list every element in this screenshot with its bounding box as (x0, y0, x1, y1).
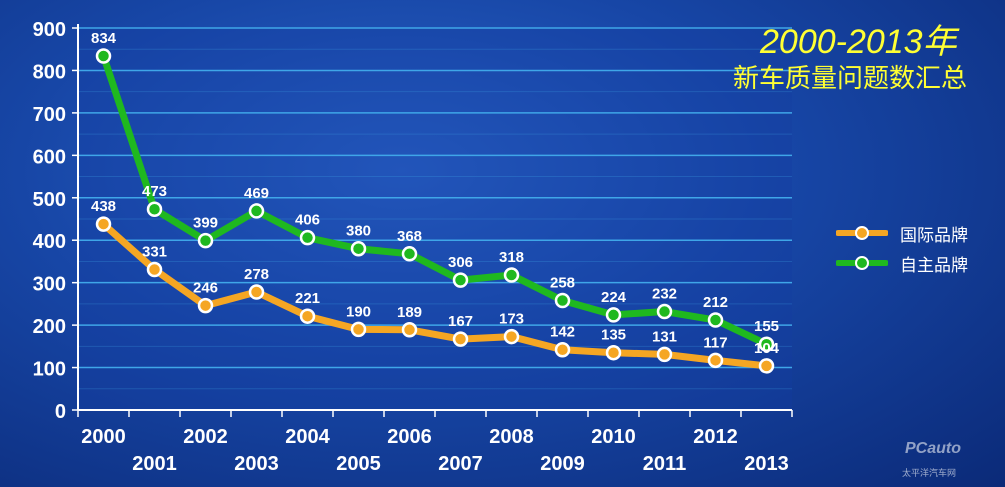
data-label-1: 380 (346, 223, 371, 240)
y-tick-label: 500 (33, 189, 66, 211)
y-tick-label: 600 (33, 146, 66, 168)
x-tick-label: 2003 (234, 453, 279, 475)
watermark-subtitle: 太平洋汽车网 (902, 469, 957, 479)
data-label-0: 246 (193, 280, 218, 297)
data-label-1: 469 (244, 185, 269, 202)
x-tick-label: 2011 (643, 453, 686, 475)
data-point-1 (452, 272, 469, 288)
data-label-1: 399 (193, 215, 218, 232)
data-point-0 (299, 308, 316, 324)
data-point-1 (707, 312, 724, 328)
data-point-1 (350, 240, 367, 257)
x-tick-label: 2006 (387, 426, 432, 448)
axis-layer: 0 100 200 300 400 500 600 700 800 900 2000 2001 2002… (33, 19, 793, 475)
data-label-0: 131 (652, 328, 677, 345)
data-point-1 (605, 307, 622, 323)
data-point-1 (146, 201, 163, 217)
data-point-1 (197, 232, 214, 249)
x-tick-label: 2002 (183, 426, 228, 448)
data-point-1 (656, 303, 673, 320)
data-point-1 (503, 267, 520, 283)
chart-title-years: 2000-2013年 (760, 23, 957, 61)
x-tick-label: 2009 (540, 453, 585, 475)
data-label-0: 331 (142, 244, 167, 261)
series-line-1 (100, 52, 770, 348)
data-point-0 (605, 344, 622, 361)
data-label-1: 232 (652, 286, 677, 303)
data-label-0: 190 (346, 303, 371, 320)
y-tick-label: 800 (33, 61, 66, 83)
data-point-0 (401, 322, 418, 338)
data-label-1: 306 (448, 254, 473, 271)
data-point-0 (146, 261, 163, 278)
legend-label-domestic: 自主品牌 (900, 255, 968, 276)
watermark-logo: PCauto (905, 440, 961, 457)
y-tick-label: 300 (33, 274, 66, 296)
x-tick-label: 2004 (285, 426, 330, 448)
legend-label-international: 国际品牌 (900, 225, 968, 246)
legend-item-international: 国际品牌 (836, 218, 968, 248)
data-point-0 (350, 321, 367, 338)
data-point-1 (248, 203, 265, 219)
plot-area (78, 28, 792, 410)
data-label-0: 104 (754, 340, 780, 357)
data-label-1: 212 (703, 294, 728, 311)
x-tick-label: 2000 (81, 426, 126, 448)
data-label-0: 173 (499, 311, 524, 328)
data-point-0 (503, 328, 520, 345)
y-tick-label: 0 (55, 401, 66, 423)
data-label-1: 224 (601, 289, 627, 306)
data-point-0 (452, 331, 469, 347)
data-label-1: 318 (499, 249, 524, 266)
data-label-0: 221 (295, 290, 320, 307)
legend-swatch-international (836, 226, 888, 240)
data-label-1: 473 (142, 183, 167, 200)
label-layer: 438 331 246 278 221 190 189 167 173 142 135 131 117 1… (91, 30, 780, 357)
x-tick-label: 2001 (132, 453, 177, 475)
data-label-1: 368 (397, 228, 422, 245)
data-label-1: 155 (754, 318, 779, 335)
data-label-0: 278 (244, 266, 269, 283)
y-tick-label: 400 (33, 231, 66, 253)
x-tick-label: 2005 (336, 453, 381, 475)
data-point-0 (707, 352, 724, 369)
data-point-0 (197, 297, 214, 314)
data-point-0 (95, 216, 112, 232)
data-point-1 (299, 229, 316, 246)
data-point-1 (95, 48, 112, 64)
data-label-1: 258 (550, 274, 575, 291)
data-point-0 (248, 284, 265, 300)
y-tick-label: 700 (33, 104, 66, 126)
x-tick-label: 2010 (591, 426, 636, 448)
data-label-0: 117 (703, 334, 727, 351)
y-tick-label: 200 (33, 316, 66, 338)
legend-item-domestic: 自主品牌 (836, 248, 968, 278)
data-label-0: 189 (397, 304, 422, 321)
series-line-0 (100, 220, 770, 370)
x-tick-label: 2007 (438, 453, 483, 475)
data-label-0: 438 (91, 198, 116, 215)
data-point-0 (758, 358, 775, 374)
x-tick-label: 2013 (744, 453, 789, 475)
y-tick-label: 900 (33, 19, 66, 41)
data-point-1 (554, 292, 571, 309)
data-point-1 (758, 336, 775, 352)
data-label-0: 135 (601, 327, 626, 344)
x-tick-label: 2008 (489, 426, 534, 448)
grid-layer (78, 27, 792, 410)
data-point-1 (401, 246, 418, 262)
data-label-1: 834 (91, 30, 117, 47)
y-tick-label: 100 (33, 359, 66, 381)
data-point-0 (656, 346, 673, 363)
data-label-0: 167 (448, 313, 473, 330)
data-label-0: 142 (550, 324, 575, 341)
x-tick-label: 2012 (693, 426, 738, 448)
data-label-1: 406 (295, 212, 320, 229)
chart-legend: 国际品牌 自主品牌 (836, 218, 968, 278)
legend-swatch-domestic (836, 256, 888, 270)
chart-title-subtitle: 新车质量问题数汇总 (733, 64, 968, 94)
series-layer (95, 48, 775, 374)
data-point-0 (554, 341, 571, 358)
